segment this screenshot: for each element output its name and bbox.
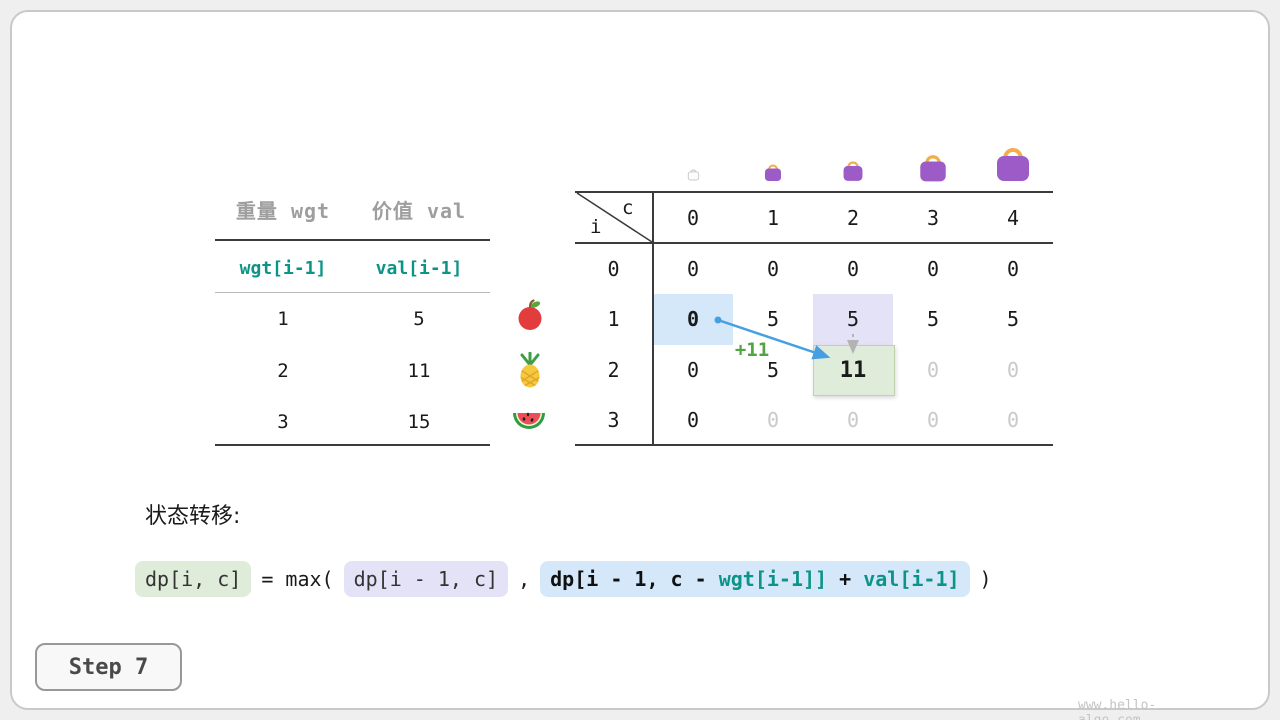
items-row1-wgt: 1 [277, 308, 289, 330]
dp-cell-1-1: 5 [766, 307, 780, 331]
transition-formula: dp[i, c] = max( dp[i - 1, c] , dp[i - 1,… [135, 561, 992, 597]
formula-option-take: dp[i - 1, c - wgt[i-1]] + val[i-1] [540, 561, 970, 597]
dp-cell-0-2: 0 [846, 257, 860, 281]
dp-cell-3-1: 0 [766, 408, 780, 432]
dp-col-header-3: 3 [926, 205, 940, 230]
dp-cell-3-2: 0 [846, 408, 860, 432]
formula-take-dp: dp[i - 1, c - [550, 567, 719, 591]
transition-heading: 状态转移: [145, 504, 241, 529]
dp-col-header-1: 1 [766, 205, 780, 230]
formula-take-val: val[i-1] [863, 567, 960, 591]
dp-cell-1-4: 5 [1006, 307, 1020, 331]
dp-cell-1-2: 5 [846, 307, 860, 331]
dp-divider-bottom [575, 444, 1053, 446]
dp-col-header-4: 4 [1006, 205, 1020, 230]
dp-cell-0-0: 0 [686, 257, 700, 281]
dp-divider-vertical [652, 191, 654, 445]
watermelon-icon [512, 408, 546, 438]
dp-cell-1-0: 0 [686, 307, 700, 331]
items-formula-val: val[i-1] [375, 258, 463, 279]
formula-take-plus: + [827, 567, 864, 591]
formula-option-keep: dp[i - 1, c] [343, 561, 509, 597]
bag-capacity-3-icon [917, 148, 949, 187]
step-badge: Step 7 [35, 643, 182, 691]
dp-corner-row-var: i [590, 216, 602, 238]
dp-corner-col-var: c [622, 197, 634, 219]
formula-comma: , [518, 567, 531, 591]
dp-divider-top [575, 191, 1053, 193]
items-divider-bottom [215, 444, 490, 446]
bag-capacity-0-icon [687, 166, 700, 185]
items-header-wgt: 重量 wgt [235, 199, 331, 223]
dp-cell-1-3: 5 [926, 307, 940, 331]
pineapple-icon [517, 351, 543, 392]
step-label: Step 7 [68, 654, 149, 680]
apple-icon [515, 299, 545, 335]
formula-dp-current: dp[i, c] [135, 561, 252, 597]
dp-cell-3-0: 0 [686, 408, 700, 432]
dp-row-header-0: 0 [607, 257, 620, 281]
bag-capacity-1-icon [763, 160, 783, 186]
dp-cell-2-3: 0 [926, 358, 940, 382]
items-formula-wgt: wgt[i-1] [239, 258, 327, 279]
plus-value-annotation: +11 [734, 339, 770, 361]
dp-divider-header [575, 242, 1053, 244]
dp-cell-2-0: 0 [686, 358, 700, 382]
dp-cell-0-3: 0 [926, 257, 940, 281]
formula-take-wgt: wgt[i-1]] [718, 567, 828, 591]
dp-cell-0-4: 0 [1006, 257, 1020, 281]
dp-cell-3-3: 0 [926, 408, 940, 432]
dp-row-header-2: 2 [607, 358, 620, 382]
dp-row-header-1: 1 [607, 307, 620, 331]
items-divider-header [215, 239, 490, 241]
items-header-val: 价值 val [371, 199, 467, 223]
dp-cell-3-4: 0 [1006, 408, 1020, 432]
watermark: www.hello-algo.com [1078, 698, 1157, 720]
items-row3-val: 15 [407, 411, 431, 433]
items-row1-val: 5 [413, 308, 425, 330]
items-row2-wgt: 2 [277, 360, 289, 382]
items-row3-wgt: 3 [277, 411, 289, 433]
items-row2-val: 11 [407, 360, 431, 382]
formula-equals-max: = max( [261, 567, 334, 591]
dp-cell-2-4: 0 [1006, 358, 1020, 382]
formula-close-paren: ) [979, 567, 992, 591]
dp-cell-0-1: 0 [766, 257, 780, 281]
dp-col-header-2: 2 [846, 205, 860, 230]
dp-cell-2-2: 11 [839, 357, 867, 383]
dp-row-header-3: 3 [607, 408, 620, 432]
dp-cell-2-1: 5 [766, 358, 780, 382]
items-divider-formula [215, 292, 490, 293]
dp-col-header-0: 0 [686, 205, 700, 230]
bag-capacity-2-icon [841, 156, 865, 186]
bag-capacity-4-icon [993, 139, 1033, 187]
